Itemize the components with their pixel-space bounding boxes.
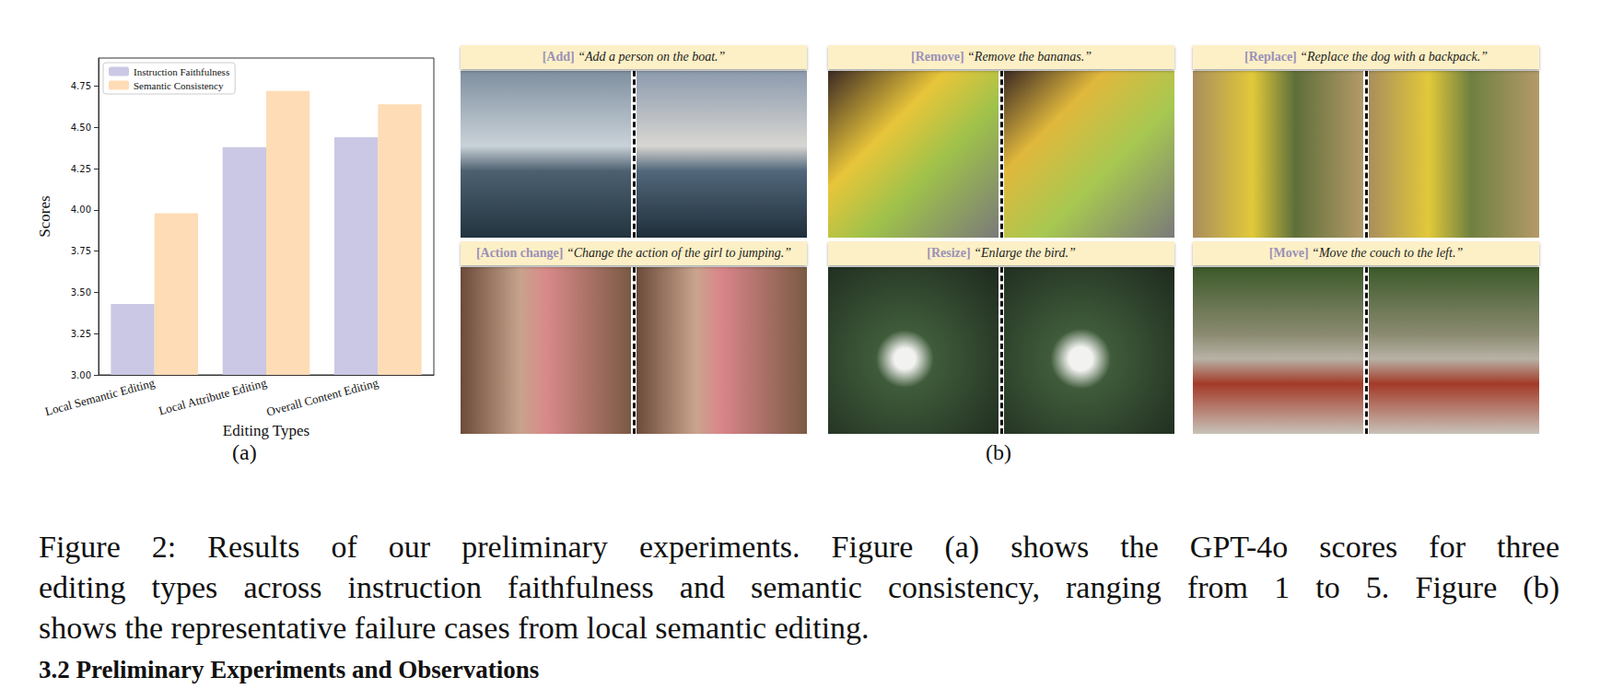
- svg-text:4.25: 4.25: [70, 163, 92, 175]
- svg-text:3.00: 3.00: [70, 370, 92, 381]
- html-text:[Resize] “Enlarge the bird.”: [Resize] “Enlarge the bird.”: [926, 245, 1076, 260]
- html-text:[Replace] “Replace the dog wit: [Replace] “Replace the dog with a backpa…: [1244, 49, 1488, 64]
- html-text:editing types across instructi: editing types across instruction faithfu…: [38, 570, 1560, 605]
- svg-text:3.50: 3.50: [70, 287, 92, 298]
- svg-text:4.75: 4.75: [70, 81, 92, 92]
- svg-text:4.00: 4.00: [70, 204, 92, 215]
- svg-text:Local Semantic Editing: Local Semantic Editing: [43, 375, 157, 419]
- svg-text:Scores: Scores: [35, 195, 54, 237]
- html-text:[Add] “Add a person on the boa: [Add] “Add a person on the boat.”: [542, 49, 726, 64]
- html-text:(b): (b): [985, 440, 1012, 465]
- html-text:[Move] “Move the couch to the: [Move] “Move the couch to the left.”: [1269, 245, 1463, 260]
- html-text:shows the representative failu: shows the representative failure cases f…: [38, 610, 870, 645]
- svg-text:Local Attribute Editing: Local Attribute Editing: [157, 375, 269, 419]
- svg-text:Semantic Consistency: Semantic Consistency: [133, 80, 224, 92]
- svg-text:Instruction Faithfulness: Instruction Faithfulness: [133, 66, 230, 78]
- html-text:Figure 2: Results of our preli: Figure 2: Results of our preliminary exp…: [38, 529, 1560, 564]
- html-text:(a): (a): [232, 440, 257, 465]
- svg-text:4.50: 4.50: [70, 122, 92, 133]
- svg-text:3.75: 3.75: [70, 245, 92, 257]
- svg-text:3.25: 3.25: [70, 328, 92, 339]
- html-text:[Remove] “Remove the bananas.”: [Remove] “Remove the bananas.”: [910, 49, 1092, 64]
- html-text:3.2 Preliminary Experiments an: 3.2 Preliminary Experiments and Observat…: [38, 655, 540, 684]
- svg-text:Overall Content Editing: Overall Content Editing: [265, 375, 381, 420]
- svg-text:Editing Types: Editing Types: [222, 421, 310, 440]
- html-text:[Action change] “Change the ac: [Action change] “Change the action of th…: [476, 245, 792, 260]
